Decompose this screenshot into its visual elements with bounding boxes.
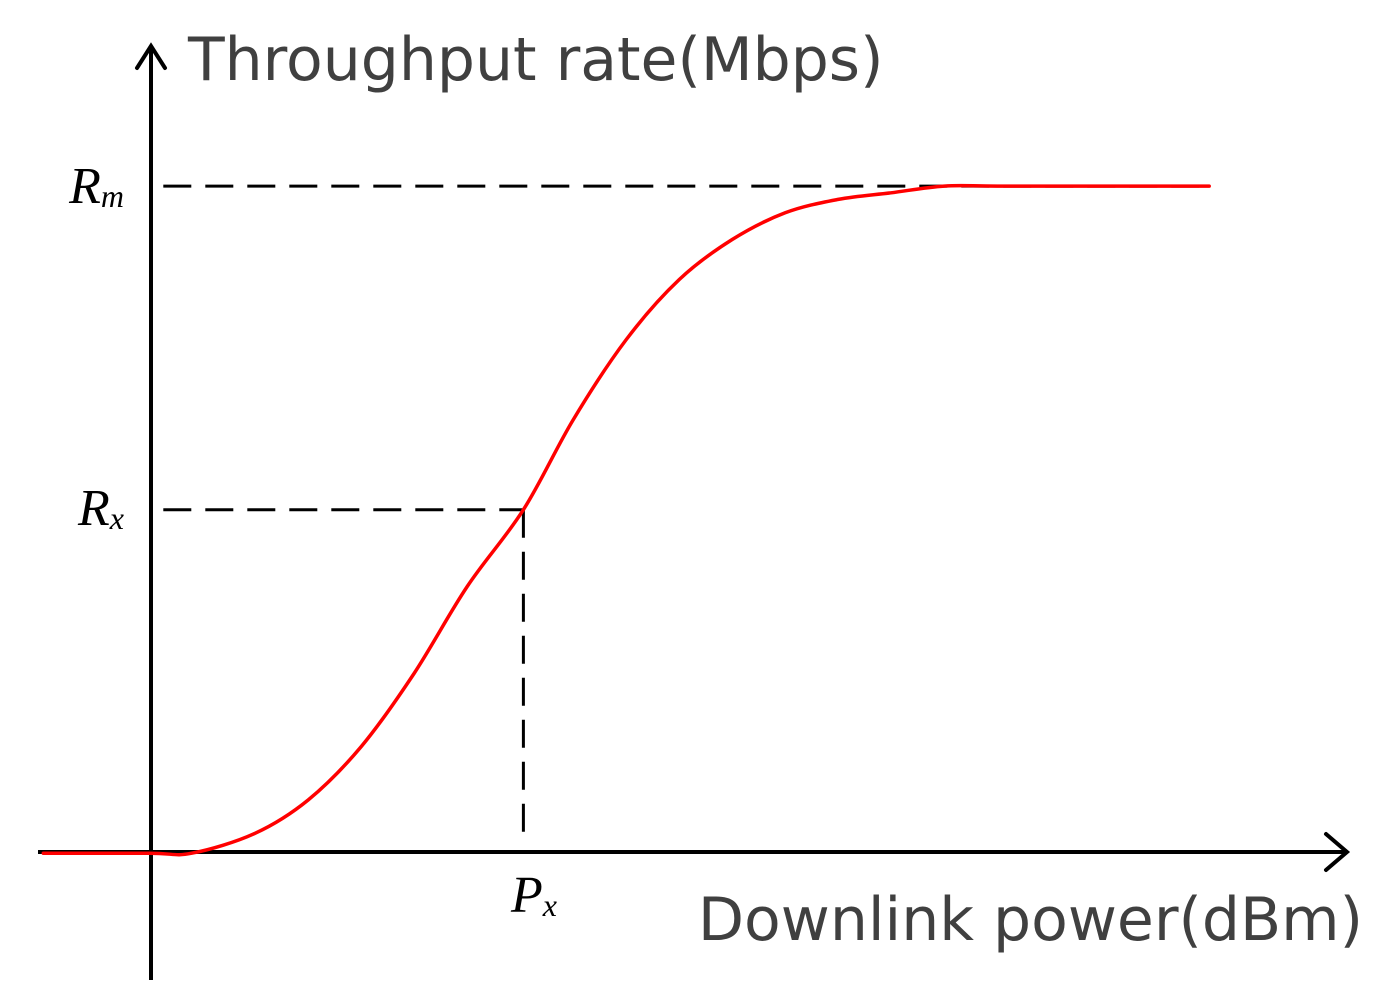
y-axis-title: Throughput rate(Mbps) [187, 25, 883, 95]
x-axis-title: Downlink power(dBm) [698, 885, 1363, 955]
svg-text:Px: Px [510, 867, 557, 924]
y-axis-arrowhead [135, 42, 167, 70]
x-axis-arrowhead [1324, 832, 1351, 872]
x-tick-sub: x [542, 887, 557, 923]
y-tick-sub: m [101, 178, 124, 214]
y-tick-main: R [68, 158, 101, 215]
y-tick-main: R [77, 480, 110, 537]
y-tick-label-rm: Rm [68, 158, 124, 215]
svg-text:Rm: Rm [68, 158, 124, 215]
y-tick-sub: x [109, 500, 124, 536]
svg-text:Rx: Rx [77, 480, 124, 537]
guide-lines [163, 184, 1210, 840]
x-tick-main: P [510, 867, 543, 924]
series-line [41, 183, 1211, 857]
y-tick-label-rx: Rx [77, 480, 124, 537]
x-tick-label-px: Px [510, 867, 557, 924]
